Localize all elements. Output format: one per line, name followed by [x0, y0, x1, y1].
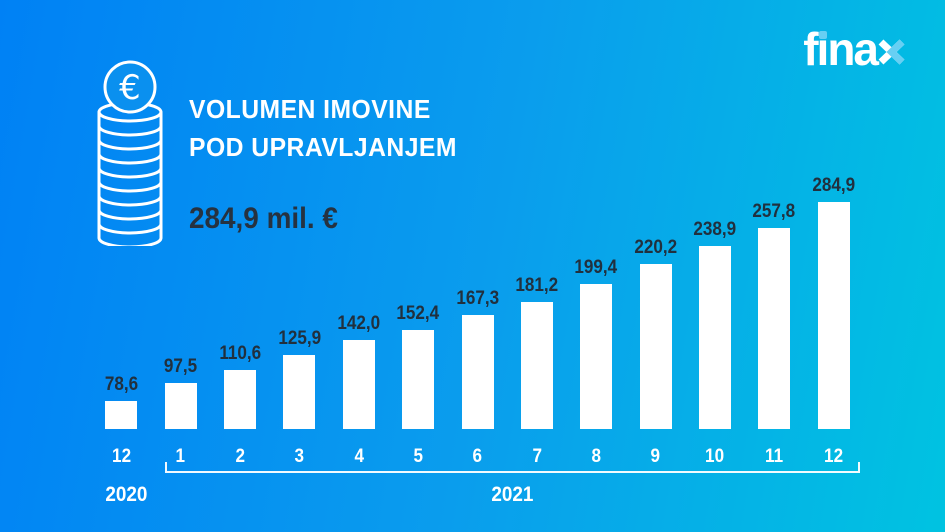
chart-title-line1: VOLUMEN IMOVINE — [189, 94, 431, 124]
bar-2021-12 — [817, 202, 850, 429]
bar-value-label: 125,9 — [278, 328, 321, 349]
bar-2021-7 — [520, 302, 553, 429]
bar-2020-12 — [105, 401, 138, 429]
month-label: 5 — [413, 446, 423, 467]
bar-value-label: 238,9 — [693, 219, 737, 240]
logo-letter-f: f — [803, 23, 818, 75]
bar-2021-6 — [461, 315, 494, 429]
bar-value-label: 167,3 — [456, 288, 499, 309]
bar-value-label: 110,6 — [219, 343, 262, 364]
bar-value-label: 181,2 — [515, 275, 559, 296]
month-label: 6 — [472, 446, 483, 467]
finax-logo: fı na — [803, 26, 905, 72]
bar-2021-11 — [758, 228, 791, 429]
month-label: 4 — [354, 446, 364, 467]
logo-x-letter — [878, 39, 905, 65]
month-label: 9 — [650, 446, 661, 467]
svg-text:€: € — [119, 68, 141, 108]
bar-2021-2 — [224, 370, 257, 429]
logo-i-dot — [818, 31, 827, 39]
month-label: 12 — [111, 446, 131, 467]
month-label: 3 — [294, 446, 305, 467]
bar-value-label: 97,5 — [164, 356, 198, 377]
bar-2021-9 — [639, 264, 672, 429]
month-label: 1 — [175, 446, 186, 467]
bar-2021-3 — [283, 355, 316, 429]
bar-2021-5 — [402, 330, 435, 429]
month-label: 2 — [235, 446, 245, 467]
bar-2021-8 — [580, 284, 613, 429]
bar-2021-1 — [164, 383, 197, 429]
bar-value-label: 78,6 — [104, 374, 139, 395]
chart-title: VOLUMEN IMOVINE POD UPRAVLJANJEM — [189, 90, 457, 166]
month-label: 10 — [705, 446, 725, 467]
logo-letter-i: ı — [816, 23, 830, 75]
year-2021-bracket — [165, 462, 860, 473]
bar-value-label: 152,4 — [396, 303, 440, 324]
month-label: 7 — [532, 446, 542, 467]
bar-value-label: 142,0 — [337, 313, 381, 334]
total-aum-value: 284,9 mil. € — [189, 202, 338, 235]
logo-letters-na: na — [827, 23, 879, 75]
month-label: 12 — [824, 446, 844, 467]
year-label-2021: 2021 — [490, 483, 534, 506]
month-label: 8 — [591, 446, 601, 467]
chart-title-line2: POD UPRAVLJANJEM — [189, 132, 457, 162]
bar-value-label: 257,8 — [752, 201, 796, 222]
bar-value-label: 284,9 — [812, 175, 855, 196]
bar-2021-10 — [698, 246, 731, 429]
euro-coin-stack-icon: € — [97, 60, 163, 246]
bar-value-label: 199,4 — [574, 257, 618, 278]
month-label: 11 — [765, 446, 784, 467]
bar-2021-4 — [342, 340, 375, 429]
year-label-2020: 2020 — [104, 483, 148, 506]
bar-value-label: 220,2 — [634, 237, 677, 258]
